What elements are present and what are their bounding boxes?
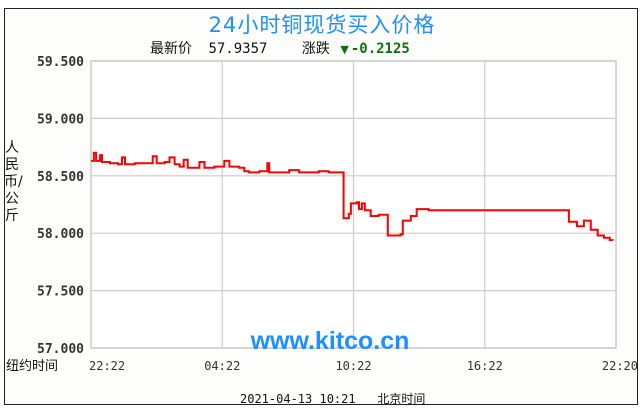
price-line (91, 151, 614, 242)
y-tick-label: 58.500 (37, 170, 84, 185)
x-axis-prefix: 纽约时间 (6, 359, 58, 374)
y-axis-label: 人民币/公斤 (4, 140, 23, 224)
x-tick-label: 04:22 (204, 359, 240, 373)
latest-value: 57.9357 (208, 41, 268, 57)
x-tick-label: 10:22 (335, 359, 371, 373)
y-tick-label: 57.000 (37, 342, 84, 357)
y-tick-label: 59.500 (37, 55, 84, 70)
latest-price-row: 最新价 57.9357 涨跌 ▼ -0.2125 (150, 38, 422, 58)
change-label: 涨跌 (301, 41, 330, 57)
chart-title: 24小时铜现货买入价格 (208, 13, 436, 37)
x-tick-label: 22:22 (89, 359, 125, 373)
latest-label: 最新价 (150, 41, 192, 57)
footer-time: 2021-04-13 10:21 (240, 392, 356, 406)
footer-zone: 北京时间 (377, 392, 426, 406)
y-tick-label: 59.000 (37, 112, 84, 127)
x-tick-label: 22:20 (602, 359, 638, 373)
down-triangle-icon: ▼ (340, 43, 349, 56)
y-tick-label: 58.000 (37, 227, 84, 242)
x-tick-label: 16:22 (467, 359, 503, 373)
change-value: -0.2125 (350, 41, 410, 57)
y-tick-label: 57.500 (37, 285, 84, 300)
watermark: www.kitco.cn (250, 327, 410, 355)
footer: 2021-04-13 10:21 北京时间 (240, 390, 425, 407)
